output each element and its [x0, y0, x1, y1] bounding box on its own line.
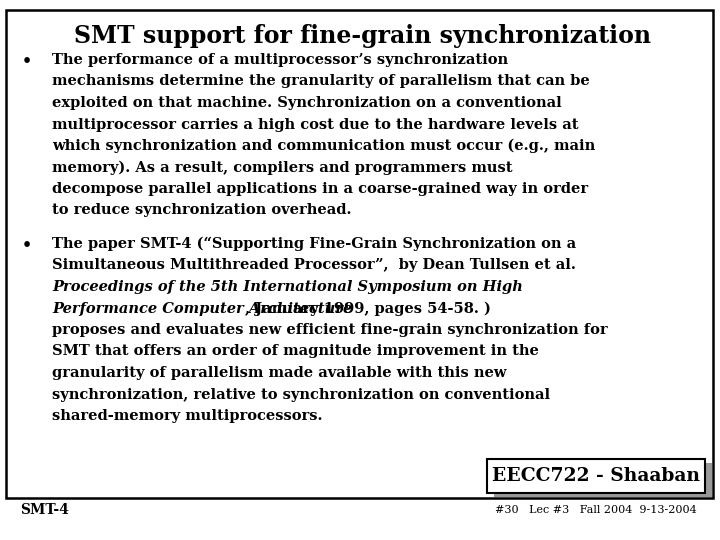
Text: which synchronization and communication must occur (e.g., main: which synchronization and communication … [52, 139, 595, 153]
Text: granularity of parallelism made available with this new: granularity of parallelism made availabl… [52, 366, 506, 380]
Bar [494, 463, 712, 497]
Text: multiprocessor carries a high cost due to the hardware levels at: multiprocessor carries a high cost due t… [52, 118, 578, 132]
Text: SMT support for fine-grain synchronization: SMT support for fine-grain synchronizati… [73, 24, 650, 48]
Text: Simultaneous Multithreaded Processor”,  by Dean Tullsen et al.: Simultaneous Multithreaded Processor”, b… [52, 259, 576, 273]
Text: to reduce synchronization overhead.: to reduce synchronization overhead. [52, 204, 351, 218]
Text: , January 1999, pages 54-58. ): , January 1999, pages 54-58. ) [245, 301, 491, 316]
Text: proposes and evaluates new efficient fine-grain synchronization for: proposes and evaluates new efficient fin… [52, 323, 608, 337]
Text: #30   Lec #3   Fall 2004  9-13-2004: #30 Lec #3 Fall 2004 9-13-2004 [495, 505, 697, 515]
Text: The paper SMT-4 (“Supporting Fine-Grain Synchronization on a: The paper SMT-4 (“Supporting Fine-Grain … [52, 237, 576, 252]
Text: Performance Computer Architecture: Performance Computer Architecture [52, 301, 352, 315]
Text: The performance of a multiprocessor’s synchronization: The performance of a multiprocessor’s sy… [52, 53, 508, 67]
Text: •: • [22, 53, 32, 70]
Text: Proceedings of the 5th International Symposium on High: Proceedings of the 5th International Sym… [52, 280, 523, 294]
Text: shared-memory multiprocessors.: shared-memory multiprocessors. [52, 409, 323, 423]
Text: •: • [22, 237, 32, 254]
Text: mechanisms determine the granularity of parallelism that can be: mechanisms determine the granularity of … [52, 75, 590, 89]
Text: synchronization, relative to synchronization on conventional: synchronization, relative to synchroniza… [52, 388, 550, 402]
Text: SMT-4: SMT-4 [20, 503, 69, 517]
Text: exploited on that machine. Synchronization on a conventional: exploited on that machine. Synchronizati… [52, 96, 562, 110]
Text: decompose parallel applications in a coarse-grained way in order: decompose parallel applications in a coa… [52, 182, 588, 196]
Text: memory). As a result, compilers and programmers must: memory). As a result, compilers and prog… [52, 160, 513, 175]
Text: EECC722 - Shaaban: EECC722 - Shaaban [492, 467, 700, 485]
Text: SMT that offers an order of magnitude improvement in the: SMT that offers an order of magnitude im… [52, 345, 539, 359]
Bar [487, 459, 705, 493]
